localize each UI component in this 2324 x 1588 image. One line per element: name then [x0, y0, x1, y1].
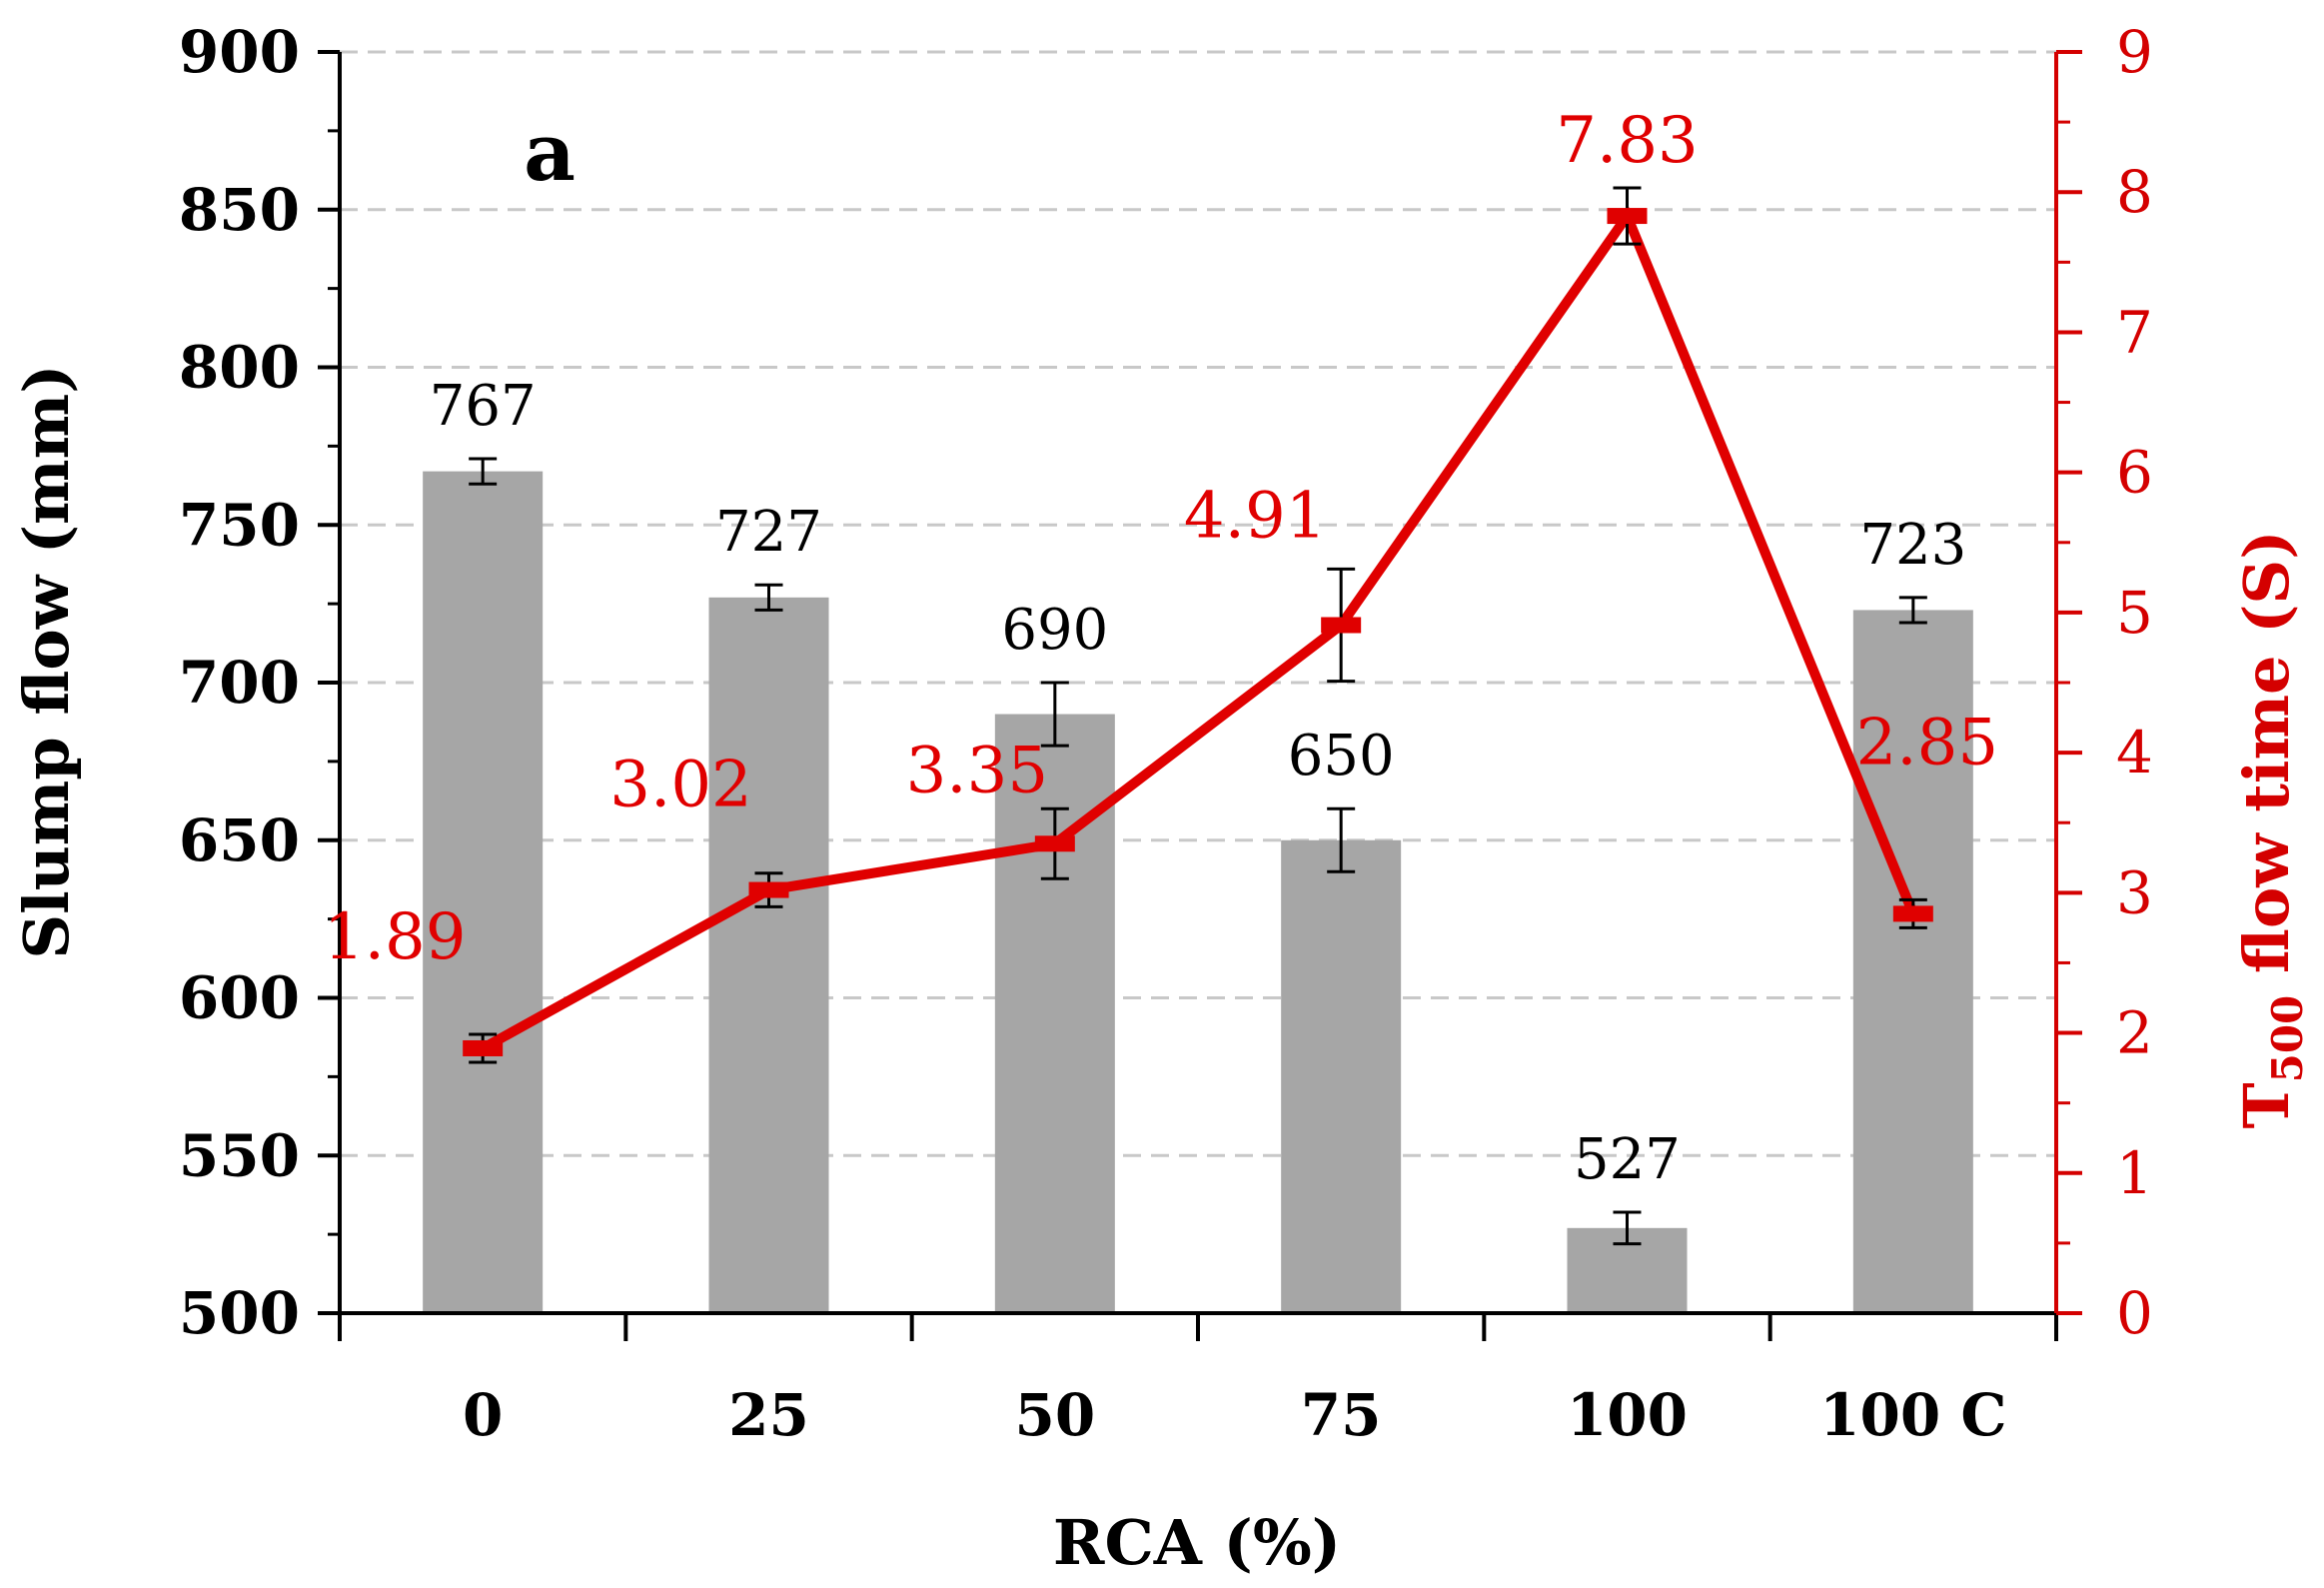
y-tick-label: 700 [179, 649, 300, 717]
y2-axis-title: T500 flow time (S) [2230, 530, 2312, 1128]
line-value-label: 2.85 [1856, 706, 1999, 780]
y-tick-label: 550 [179, 1121, 300, 1189]
y-tick-label: 850 [179, 176, 300, 244]
x-tick-label: 0 [463, 1381, 503, 1449]
x-axis-title: RCA (%) [1053, 1506, 1341, 1579]
x-tick-label: 75 [1301, 1381, 1382, 1449]
bar-value-label: 690 [1001, 598, 1108, 663]
line-point-marker [1607, 208, 1648, 225]
y-tick-label: 750 [179, 491, 300, 559]
y-tick-label: 600 [179, 964, 300, 1032]
bar [1281, 839, 1402, 1313]
bar [708, 597, 829, 1313]
line-point-marker [748, 881, 789, 898]
y-tick-label: 650 [179, 806, 300, 874]
panel-label: a [524, 105, 576, 199]
bar-value-label: 650 [1288, 724, 1395, 789]
x-tick-label: 100 [1567, 1381, 1688, 1449]
bar [423, 471, 544, 1313]
bar-value-label: 727 [715, 500, 822, 565]
line-point-marker [1321, 617, 1362, 634]
gridlines [340, 50, 2056, 1157]
line-point-marker [1892, 905, 1933, 922]
line-point-marker [1034, 835, 1075, 852]
bar [1852, 610, 1973, 1313]
y2-tick-label: 2 [2116, 999, 2153, 1067]
y2-tick-label: 5 [2116, 579, 2153, 647]
bar-value-label: 767 [430, 374, 537, 439]
line-value-label: 3.02 [609, 749, 752, 822]
line-value-label: 1.89 [324, 900, 467, 974]
bars [423, 471, 1973, 1313]
line-value-label: 3.35 [906, 734, 1049, 807]
y2-tick-label: 6 [2116, 439, 2153, 507]
bar-value-label: 527 [1574, 1127, 1681, 1192]
x-tick-label: 25 [728, 1381, 809, 1449]
line-series [463, 186, 1933, 1064]
y-tick-label: 900 [179, 18, 300, 86]
y2-tick-label: 9 [2116, 18, 2153, 86]
y2-title-main: T [2230, 1082, 2303, 1128]
y2-tick-label: 8 [2116, 158, 2153, 226]
line-value-label: 4.91 [1184, 480, 1327, 554]
y-tick-label: 500 [179, 1279, 300, 1347]
y-tick-label: 800 [179, 334, 300, 402]
y2-tick-label: 0 [2116, 1279, 2153, 1347]
x-tick-label: 50 [1014, 1381, 1095, 1449]
line-series-path [480, 205, 1918, 1053]
y2-tick-label: 4 [2116, 719, 2153, 787]
y2-title-subscript: 500 [2263, 995, 2312, 1083]
line-value-label: 7.83 [1556, 104, 1699, 178]
bar-value-label: 723 [1859, 513, 1966, 578]
data-labels: 767 727 690 650 527 723 1.89 3.02 3.35 4.91 7.83 2.… [324, 104, 1998, 1192]
y2-tick-label: 3 [2116, 858, 2153, 926]
y2-tick-label: 1 [2116, 1139, 2153, 1207]
y2-title-rest: flow time (S) [2230, 530, 2303, 994]
x-tick-label: 100 C [1819, 1381, 2006, 1449]
bar-error-bars [469, 457, 1927, 1246]
line-point-marker [463, 1039, 504, 1056]
y2-tick-label: 7 [2116, 298, 2153, 366]
y-axis-title: Slump flow (mm) [10, 364, 83, 958]
